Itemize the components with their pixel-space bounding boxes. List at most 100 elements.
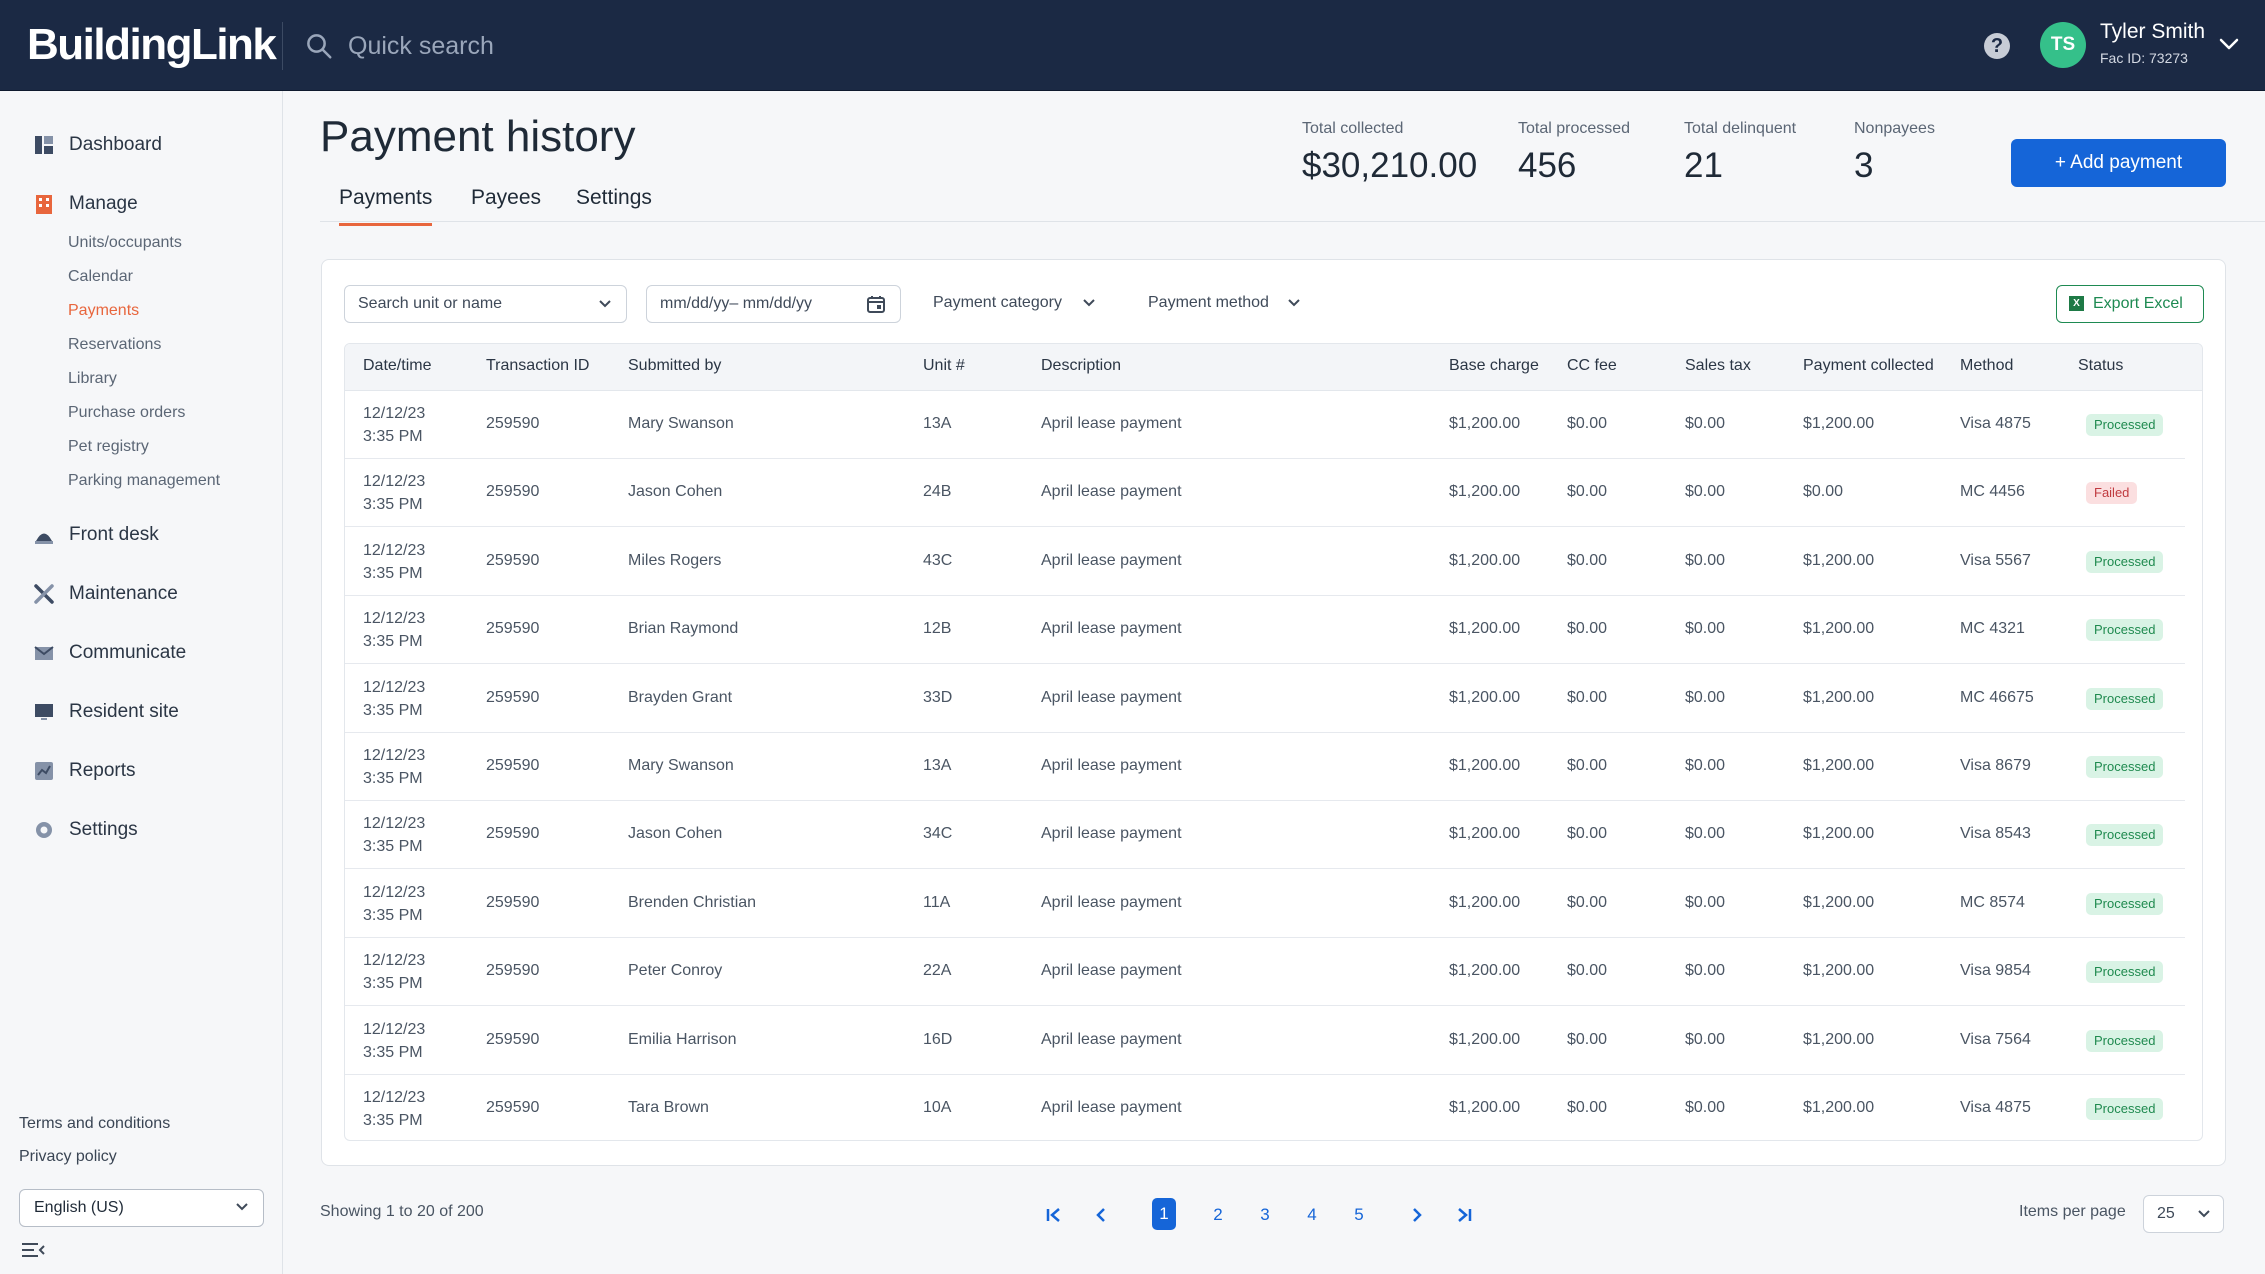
- table-row[interactable]: 12/12/23 3:35 PM 259590 Mary Swanson 13A Apri…: [345, 733, 2185, 801]
- payment-category-dropdown[interactable]: Payment category: [920, 285, 1110, 323]
- sidebar-sub-library[interactable]: Library: [68, 370, 117, 387]
- stat-total-collected-label: Total collected: [1302, 120, 1404, 137]
- column-header[interactable]: Status: [2078, 357, 2124, 374]
- app-logo[interactable]: BuildingLink: [27, 20, 277, 69]
- quick-search[interactable]: Quick search: [304, 27, 724, 65]
- table-row[interactable]: 12/12/23 3:35 PM 259590 Jason Cohen 24B April…: [345, 459, 2185, 528]
- add-payment-button[interactable]: + Add payment: [2011, 139, 2226, 187]
- items-per-page-select[interactable]: 25: [2143, 1195, 2224, 1233]
- column-header[interactable]: CC fee: [1567, 357, 1617, 374]
- cc-fee: $0.00: [1567, 415, 1608, 432]
- status-badge: Failed: [2086, 482, 2138, 505]
- page-button-3[interactable]: 3: [1260, 1205, 1270, 1224]
- bell-icon: [35, 533, 53, 544]
- sidebar-sub-units[interactable]: Units/occupants: [68, 234, 182, 251]
- sales-tax: $0.00: [1685, 893, 1726, 911]
- stat-nonpayees-label: Nonpayees: [1854, 120, 1935, 137]
- description: April lease payment: [1041, 415, 1182, 432]
- chevron-down-icon[interactable]: [2218, 36, 2240, 52]
- sidebar-item-front-desk[interactable]: Front desk: [33, 524, 159, 546]
- sales-tax: $0.00: [1685, 962, 1726, 980]
- help-icon[interactable]: ?: [1984, 33, 2010, 59]
- table-row[interactable]: 12/12/23 3:35 PM 259590 Mary Swanson 13A Apri…: [345, 391, 2185, 459]
- prev-page-button[interactable]: [1089, 1200, 1113, 1230]
- payment-collected: $1,200.00: [1803, 551, 1875, 569]
- description: April lease payment: [1041, 688, 1182, 706]
- page-button-4[interactable]: 4: [1307, 1205, 1317, 1224]
- date-range-input[interactable]: mm/dd/yy– mm/dd/yy: [646, 285, 901, 323]
- avatar[interactable]: TS: [2040, 22, 2086, 68]
- submitted-by: Tara Brown: [628, 1099, 709, 1116]
- column-header[interactable]: Transaction ID: [486, 357, 590, 374]
- base-charge: $1,200.00: [1449, 551, 1521, 569]
- next-page-button[interactable]: [1405, 1200, 1429, 1230]
- column-header[interactable]: Submitted by: [628, 357, 722, 374]
- sidebar-sub-parking[interactable]: Parking management: [68, 472, 221, 489]
- date: 12/12/23: [363, 1089, 426, 1106]
- table-row[interactable]: 12/12/23 3:35 PM 259590 Brayden Grant 33D Apr…: [345, 665, 2185, 733]
- page-button-5[interactable]: 5: [1354, 1205, 1364, 1224]
- sidebar-sub-calendar[interactable]: Calendar: [68, 268, 133, 285]
- table-row[interactable]: 12/12/23 3:35 PM 259590 Brian Raymond 12B Apr…: [345, 596, 2185, 665]
- column-header[interactable]: Base charge: [1449, 357, 1539, 374]
- date-time: 12/12/23 3:35 PM: [363, 1086, 425, 1132]
- cc-fee: $0.00: [1567, 551, 1608, 569]
- last-page-button[interactable]: [1452, 1200, 1476, 1230]
- sidebar-sub-purchase-orders[interactable]: Purchase orders: [68, 404, 186, 421]
- description: April lease payment: [1041, 483, 1182, 501]
- sidebar-item-label: Maintenance: [69, 583, 178, 604]
- description: April lease payment: [1041, 620, 1182, 638]
- payment-collected: $1,200.00: [1803, 1030, 1875, 1048]
- export-excel-button[interactable]: X Export Excel: [2056, 285, 2204, 323]
- collapse-sidebar-icon[interactable]: [21, 1241, 45, 1259]
- stat-total-delinquent-label: Total delinquent: [1684, 120, 1797, 137]
- transaction-id: 259590: [486, 1099, 540, 1116]
- time: 3:35 PM: [363, 633, 423, 651]
- page-button-2[interactable]: 2: [1213, 1205, 1223, 1224]
- tab-settings[interactable]: Settings: [576, 186, 652, 209]
- table-row[interactable]: 12/12/23 3:35 PM 259590 Brenden Christian 11…: [345, 870, 2185, 938]
- payment-method-dropdown[interactable]: Payment method: [1135, 285, 1315, 323]
- tab-payees[interactable]: Payees: [471, 186, 542, 209]
- column-header[interactable]: Sales tax: [1685, 357, 1751, 374]
- table-row[interactable]: 12/12/23 3:35 PM 259590 Peter Conroy 22A Apri…: [345, 938, 2185, 1007]
- time: 3:35 PM: [363, 1112, 423, 1129]
- table-row[interactable]: 12/12/23 3:35 PM 259590 Emilia Harrison 16D A…: [345, 1007, 2185, 1075]
- sidebar-sub-pet-registry[interactable]: Pet registry: [68, 438, 149, 455]
- sidebar-item-dashboard[interactable]: Dashboard: [33, 134, 162, 156]
- table-row[interactable]: 12/12/23 3:35 PM 259590 Tara Brown 10A April …: [345, 1075, 2185, 1140]
- payment-collected: $1,200.00: [1803, 688, 1875, 706]
- privacy-link[interactable]: Privacy policy: [19, 1148, 117, 1165]
- search-unit-input[interactable]: Search unit or name: [344, 285, 627, 323]
- language-select[interactable]: English (US): [19, 1189, 264, 1227]
- date-time: 12/12/23 3:35 PM: [363, 812, 425, 858]
- calendar-icon[interactable]: [866, 294, 886, 314]
- sidebar-item-manage[interactable]: Manage: [33, 193, 138, 215]
- tab-payments[interactable]: Payments: [339, 186, 433, 226]
- column-header[interactable]: Description: [1041, 357, 1122, 374]
- sales-tax: $0.00: [1685, 483, 1726, 501]
- user-name[interactable]: Tyler Smith: [2100, 20, 2206, 43]
- column-header[interactable]: Payment collected: [1803, 357, 1934, 374]
- table-row[interactable]: 12/12/23 3:35 PM 259590 Jason Cohen 34C April…: [345, 801, 2185, 870]
- sidebar-sub-payments[interactable]: Payments: [68, 302, 140, 319]
- page-button-1[interactable]: 1: [1152, 1198, 1176, 1230]
- sidebar-item-settings[interactable]: Settings: [33, 819, 138, 841]
- sidebar-item-communicate[interactable]: Communicate: [33, 642, 186, 664]
- gear-icon: [36, 822, 52, 838]
- sidebar-sub-reservations[interactable]: Reservations: [68, 336, 162, 353]
- column-header[interactable]: Date/time: [363, 357, 432, 374]
- sidebar-item-resident-site[interactable]: Resident site: [33, 701, 179, 723]
- first-page-button[interactable]: [1042, 1200, 1066, 1230]
- column-header[interactable]: Unit #: [923, 357, 965, 374]
- terms-link[interactable]: Terms and conditions: [19, 1115, 171, 1132]
- sales-tax: $0.00: [1685, 1030, 1726, 1048]
- column-header[interactable]: Method: [1960, 357, 2014, 374]
- unit-number: 33D: [923, 688, 953, 706]
- sidebar-item-reports[interactable]: Reports: [33, 760, 136, 782]
- sidebar-item-maintenance[interactable]: Maintenance: [33, 583, 178, 605]
- stat-total-collected-value: $30,210.00: [1302, 146, 1478, 185]
- submitted-by: Jason Cohen: [628, 825, 723, 843]
- table-row[interactable]: 12/12/23 3:35 PM 259590 Miles Rogers 43C Apri…: [345, 528, 2185, 596]
- payment-method: MC 4456: [1960, 483, 2025, 501]
